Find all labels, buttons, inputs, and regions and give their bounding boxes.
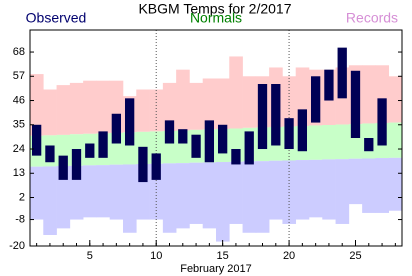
x-tick-label: 25 — [349, 250, 361, 262]
record-high-band — [162, 82, 177, 131]
plot-frame — [29, 29, 403, 247]
observed-bar — [111, 113, 122, 144]
x-tick-label: 5 — [87, 250, 93, 262]
normal-band — [335, 124, 350, 160]
record-low-band — [96, 165, 111, 218]
chart-title: KBGM Temps for 2/2017 — [138, 1, 291, 17]
observed-bar — [164, 120, 175, 144]
record-low-band — [309, 159, 323, 218]
y-tick-label: 24 — [13, 143, 25, 155]
record-low-band — [109, 164, 124, 220]
record-high-band — [176, 69, 190, 131]
x-tick-label: 10 — [150, 250, 162, 262]
observed-bar — [138, 146, 148, 183]
observed-bar — [85, 143, 95, 158]
observed-bar — [204, 120, 215, 163]
record-low-band — [242, 161, 257, 233]
record-low-band — [189, 162, 204, 224]
record-high-band — [388, 76, 403, 123]
observed-bar — [244, 131, 254, 165]
observed-bar — [45, 145, 55, 163]
observed-bar — [231, 149, 241, 165]
observed-bar — [271, 84, 281, 146]
record-low-band — [375, 158, 390, 213]
record-low-band — [30, 166, 44, 220]
y-tick-label: 57 — [13, 70, 25, 82]
record-high-band — [43, 89, 57, 136]
record-low-band — [322, 159, 336, 220]
observed-bar — [151, 153, 161, 180]
record-high-band — [229, 56, 243, 129]
record-high-band — [56, 85, 71, 135]
record-high-band — [362, 65, 376, 124]
observed-bar — [217, 124, 228, 154]
y-tick-label: 46 — [13, 94, 25, 106]
record-high-band — [69, 82, 84, 135]
record-high-band — [282, 76, 297, 127]
y-tick-label: 13 — [13, 167, 25, 179]
record-low-band — [43, 166, 57, 235]
y-tick-label: 35 — [13, 119, 25, 131]
observed-bar — [284, 118, 294, 150]
y-tick-label: -20 — [9, 240, 25, 252]
observed-bar — [364, 138, 374, 152]
record-low-band — [162, 163, 177, 233]
record-high-band — [136, 89, 150, 132]
observed-bar — [31, 124, 42, 156]
record-high-band — [202, 78, 217, 130]
observed-bar — [124, 98, 135, 146]
record-low-band — [348, 158, 363, 205]
record-high-band — [149, 89, 164, 132]
observed-bar — [191, 134, 201, 158]
observed-bar — [71, 149, 82, 180]
observed-bar — [178, 129, 188, 144]
record-low-band — [216, 162, 230, 242]
observed-bar — [98, 131, 108, 158]
record-high-band — [189, 82, 204, 130]
legend-entry: Normals — [190, 10, 242, 26]
normal-band — [322, 124, 336, 160]
record-low-band — [83, 165, 97, 218]
record-low-band — [269, 160, 283, 220]
observed-bar — [350, 70, 361, 138]
x-tick-label: 20 — [283, 250, 295, 262]
record-low-band — [202, 162, 217, 229]
observed-bar — [310, 76, 321, 123]
y-tick-label: 68 — [13, 46, 25, 58]
x-tick-label: 15 — [217, 250, 229, 262]
observed-bar — [377, 98, 387, 146]
record-high-band — [242, 76, 257, 128]
record-low-band — [255, 161, 270, 233]
legend-entry: Observed — [26, 10, 87, 26]
record-low-band — [295, 160, 310, 220]
observed-bar — [297, 109, 308, 152]
record-low-band — [335, 159, 350, 224]
record-high-band — [83, 80, 97, 134]
x-axis-label: February 2017 — [180, 263, 252, 275]
legend-entry: Records — [346, 10, 398, 26]
record-low-band — [123, 164, 137, 233]
observed-bar — [324, 69, 334, 101]
record-high-band — [216, 78, 230, 129]
normal-band — [309, 125, 323, 160]
record-low-band — [388, 157, 403, 211]
record-low-band — [176, 163, 190, 229]
record-high-band — [96, 80, 111, 134]
record-low-band — [229, 161, 243, 224]
observed-bar — [337, 47, 347, 99]
observed-bar — [257, 84, 268, 150]
normal-band — [388, 122, 403, 158]
record-low-band — [362, 158, 376, 213]
record-high-band — [30, 74, 44, 136]
y-tick-label: 2 — [19, 191, 25, 203]
record-low-band — [56, 165, 71, 229]
y-tick-label: -8 — [15, 213, 25, 225]
observed-bar — [58, 155, 68, 180]
